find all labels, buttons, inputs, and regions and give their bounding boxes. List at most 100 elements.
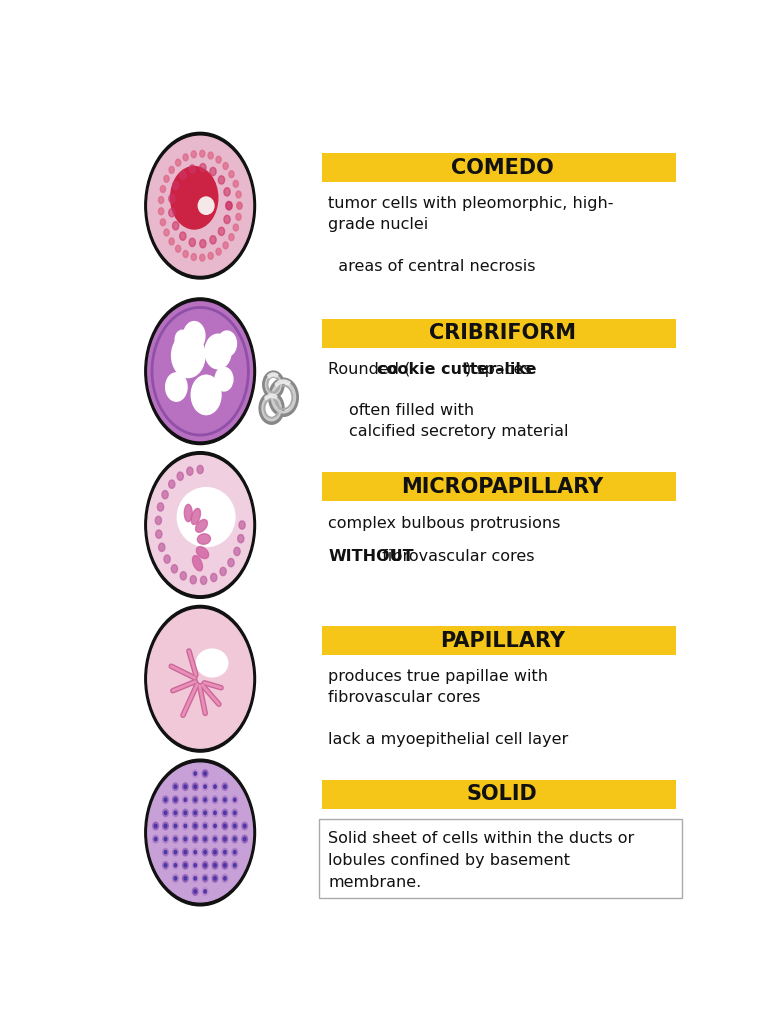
Circle shape xyxy=(223,824,227,827)
Circle shape xyxy=(192,796,198,804)
Ellipse shape xyxy=(177,487,235,547)
Circle shape xyxy=(174,811,177,814)
Circle shape xyxy=(162,490,168,499)
Circle shape xyxy=(204,772,207,775)
Circle shape xyxy=(191,151,197,158)
Circle shape xyxy=(200,577,207,585)
Circle shape xyxy=(194,824,197,827)
Text: areas of central necrosis: areas of central necrosis xyxy=(328,259,535,273)
Circle shape xyxy=(202,822,208,829)
Circle shape xyxy=(208,152,214,159)
Circle shape xyxy=(223,785,227,788)
Circle shape xyxy=(214,838,217,841)
Circle shape xyxy=(189,165,195,173)
Circle shape xyxy=(173,221,179,230)
Circle shape xyxy=(228,558,234,566)
Circle shape xyxy=(184,798,187,802)
Circle shape xyxy=(202,848,208,856)
Circle shape xyxy=(183,848,188,856)
Circle shape xyxy=(212,822,218,829)
Circle shape xyxy=(233,798,236,802)
Circle shape xyxy=(184,811,187,814)
Circle shape xyxy=(233,824,236,827)
Circle shape xyxy=(226,202,232,210)
Ellipse shape xyxy=(197,649,228,677)
Circle shape xyxy=(218,227,224,236)
Circle shape xyxy=(147,763,253,902)
Circle shape xyxy=(191,375,221,415)
Circle shape xyxy=(161,219,166,225)
Circle shape xyxy=(234,547,240,556)
Circle shape xyxy=(204,863,207,867)
Circle shape xyxy=(190,575,197,584)
Circle shape xyxy=(173,782,178,791)
Text: PAPILLARY: PAPILLARY xyxy=(440,631,564,650)
Circle shape xyxy=(173,874,178,883)
Circle shape xyxy=(164,555,170,563)
Text: fibrovascular cores: fibrovascular cores xyxy=(377,549,535,564)
Circle shape xyxy=(163,836,168,843)
Circle shape xyxy=(214,863,217,867)
Circle shape xyxy=(202,874,208,883)
Circle shape xyxy=(239,521,245,529)
Circle shape xyxy=(208,252,214,259)
Circle shape xyxy=(232,796,237,804)
Circle shape xyxy=(192,782,198,791)
Circle shape xyxy=(212,809,218,817)
Circle shape xyxy=(232,848,237,856)
Circle shape xyxy=(183,809,188,817)
Circle shape xyxy=(218,176,224,184)
Circle shape xyxy=(194,890,197,893)
Circle shape xyxy=(222,861,228,869)
Circle shape xyxy=(147,456,253,594)
Circle shape xyxy=(184,838,187,841)
Circle shape xyxy=(147,136,253,275)
Text: CRIBRIFORM: CRIBRIFORM xyxy=(429,324,576,343)
Circle shape xyxy=(163,861,168,869)
Circle shape xyxy=(180,232,186,241)
Circle shape xyxy=(187,467,193,475)
Circle shape xyxy=(158,208,164,215)
Circle shape xyxy=(154,824,157,827)
Circle shape xyxy=(217,331,237,356)
FancyBboxPatch shape xyxy=(319,819,682,898)
Circle shape xyxy=(204,838,207,841)
Circle shape xyxy=(194,811,197,814)
Circle shape xyxy=(169,480,175,488)
Circle shape xyxy=(145,605,256,752)
Circle shape xyxy=(202,809,208,817)
Circle shape xyxy=(200,254,205,261)
Circle shape xyxy=(163,822,168,829)
Circle shape xyxy=(200,240,206,248)
Circle shape xyxy=(216,157,221,163)
Circle shape xyxy=(223,877,227,880)
Circle shape xyxy=(177,472,184,480)
Circle shape xyxy=(212,874,218,883)
Circle shape xyxy=(204,851,207,854)
Circle shape xyxy=(174,863,177,867)
Circle shape xyxy=(223,863,227,867)
Circle shape xyxy=(223,851,227,854)
Circle shape xyxy=(204,811,207,814)
Circle shape xyxy=(174,798,177,802)
Circle shape xyxy=(232,809,237,817)
Circle shape xyxy=(236,191,241,198)
Circle shape xyxy=(223,242,228,249)
Circle shape xyxy=(183,861,188,869)
Circle shape xyxy=(212,796,218,804)
Circle shape xyxy=(192,861,198,869)
Circle shape xyxy=(174,838,177,841)
Circle shape xyxy=(243,838,246,841)
Circle shape xyxy=(163,796,168,804)
Circle shape xyxy=(173,861,178,869)
Circle shape xyxy=(233,863,236,867)
Circle shape xyxy=(180,171,186,179)
Circle shape xyxy=(212,782,218,791)
Circle shape xyxy=(194,785,197,788)
Circle shape xyxy=(223,811,227,814)
Circle shape xyxy=(194,798,197,802)
Circle shape xyxy=(164,229,169,236)
Circle shape xyxy=(156,530,162,539)
Circle shape xyxy=(147,609,253,749)
Text: MICROPAPILLARY: MICROPAPILLARY xyxy=(401,477,604,497)
